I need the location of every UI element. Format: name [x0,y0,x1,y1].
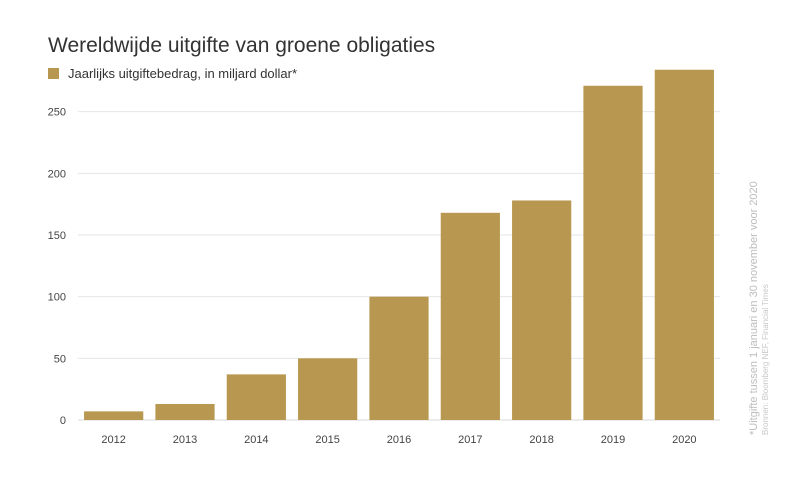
x-tick-label: 2012 [101,434,125,446]
x-tick-label: 2020 [672,434,696,446]
x-tick-label: 2015 [315,434,339,446]
y-axis-ticks: 0 50 100 150 200 250 [48,107,66,427]
bar [155,403,215,420]
y-tick-label: 50 [54,353,66,365]
y-tick-label: 150 [48,230,66,242]
bar [512,200,572,420]
legend-swatch [48,68,59,79]
source-note: Bronnen: Bloomberg NEF, Financial Times [761,284,770,435]
bar [298,358,358,420]
footnote: *Uitgifte tussen 1 januari en 30 novembe… [748,181,760,435]
bar [583,85,643,421]
x-tick-label: 2016 [387,434,411,446]
x-tick-label: 2017 [458,434,482,446]
legend-label: Jaarlijks uitgiftebedrag, in miljard dol… [68,66,297,81]
x-tick-label: 2018 [529,434,553,446]
y-tick-label: 0 [60,415,66,427]
x-tick-label: 2019 [601,434,625,446]
bar [654,69,714,420]
chart-title: Wereldwijde uitgifte van groene obligati… [48,34,435,57]
bar [84,411,144,420]
bar [440,212,500,420]
bar [369,296,429,420]
bar [226,374,286,420]
bars [84,69,714,421]
y-tick-label: 100 [48,292,66,304]
y-tick-label: 250 [48,107,66,119]
y-tick-label: 200 [48,168,66,180]
x-axis-ticks: 2012 2013 2014 2015 2016 2017 2018 2019 2020 [101,434,696,446]
x-tick-label: 2013 [173,434,197,446]
x-tick-label: 2014 [244,434,268,446]
